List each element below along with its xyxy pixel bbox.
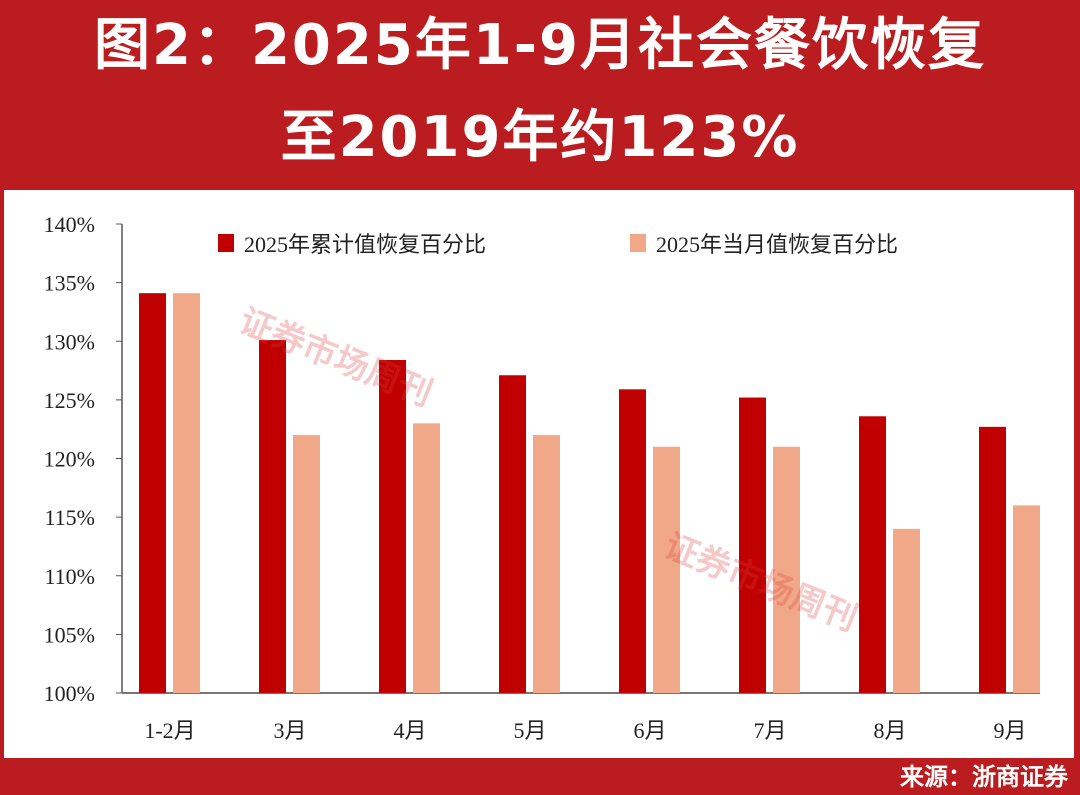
x-tick-label: 1-2月 (144, 718, 195, 743)
bar-monthly (293, 435, 320, 693)
x-tick-label: 3月 (273, 718, 306, 743)
bar-cumulative (859, 416, 886, 693)
bar-monthly (173, 293, 200, 693)
title-line-1: 图2：2025年1-9月社会餐饮恢复 (94, 13, 986, 78)
y-tick-label: 140% (44, 212, 95, 237)
y-tick-label: 125% (44, 388, 95, 413)
source-note: 来源：浙商证券 (900, 763, 1068, 791)
bar-cumulative (139, 293, 166, 693)
bar-cumulative (739, 397, 766, 693)
bar-cumulative (979, 426, 1006, 693)
x-tick-label: 9月 (993, 718, 1026, 743)
x-tick-label: 4月 (393, 718, 426, 743)
bar-monthly (1013, 505, 1040, 693)
bar-monthly (773, 446, 800, 693)
x-tick-label: 7月 (753, 718, 786, 743)
y-tick-label: 135% (44, 271, 95, 296)
bar-cumulative (259, 340, 286, 693)
y-tick-label: 110% (44, 564, 95, 589)
bar-monthly (653, 446, 680, 693)
x-tick-label: 8月 (873, 718, 906, 743)
bar-cumulative (619, 389, 646, 693)
y-tick-label: 105% (44, 622, 95, 647)
bar-monthly (413, 423, 440, 693)
bar-monthly (893, 528, 920, 693)
bar-monthly (533, 435, 560, 693)
legend-label: 2025年累计值恢复百分比 (244, 232, 486, 257)
y-tick-label: 100% (44, 681, 95, 706)
y-tick-label: 115% (44, 505, 95, 530)
x-tick-label: 5月 (513, 718, 546, 743)
title-line-2: 至2019年约123% (280, 105, 800, 170)
title-banner: 图2：2025年1-9月社会餐饮恢复 至2019年约123% (0, 0, 1080, 188)
bar-cumulative (499, 375, 526, 693)
y-tick-label: 130% (44, 329, 95, 354)
legend-swatch (218, 234, 234, 252)
legend-label: 2025年当月值恢复百分比 (656, 232, 898, 257)
y-tick-label: 120% (44, 447, 95, 472)
legend-swatch (630, 234, 646, 252)
bar-cumulative (379, 360, 406, 693)
x-tick-label: 6月 (633, 718, 666, 743)
